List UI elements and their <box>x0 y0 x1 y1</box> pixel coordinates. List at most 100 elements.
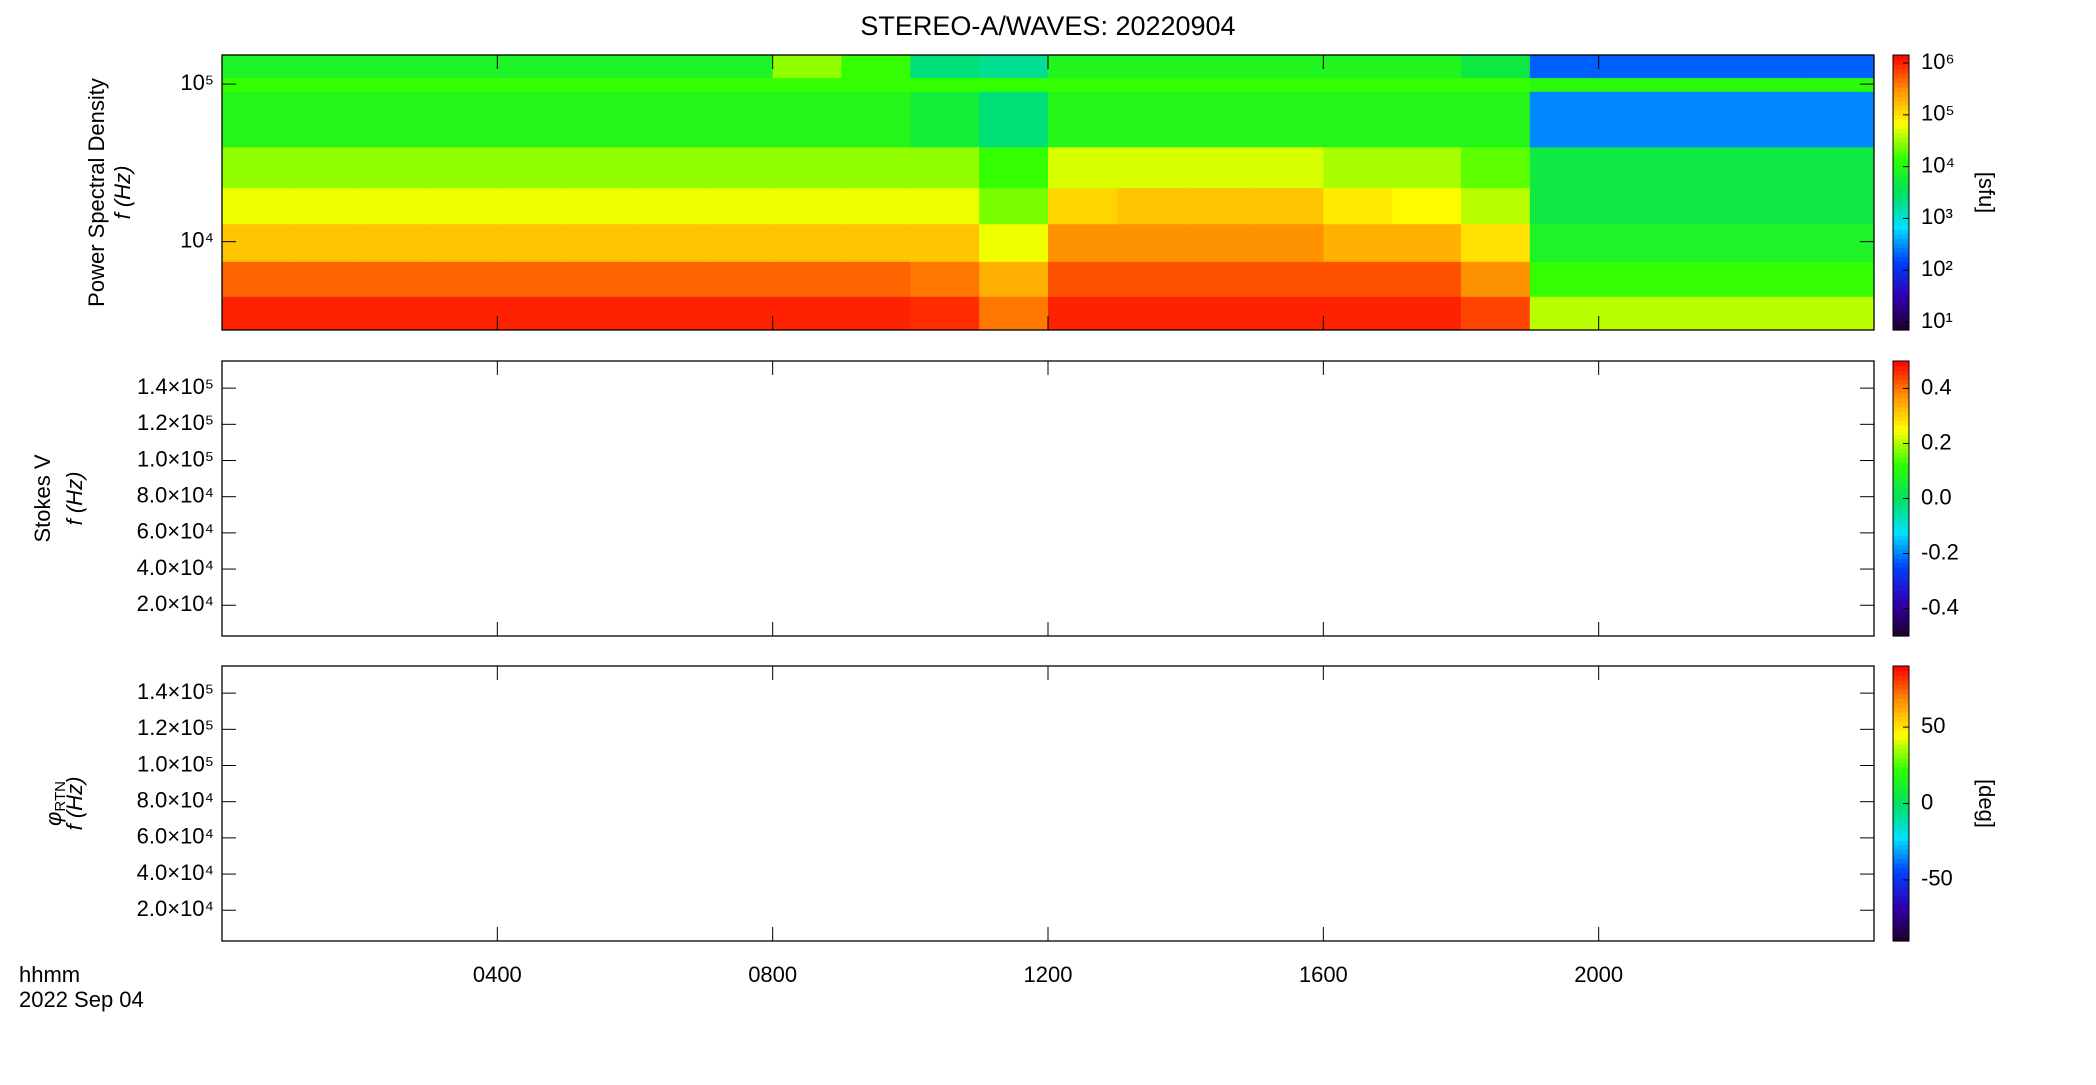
heatmap-cell <box>1116 261 1187 297</box>
colorbar-segment <box>1893 247 1909 253</box>
heatmap-cell <box>1185 91 1255 148</box>
heatmap-cell <box>497 146 567 189</box>
y-tick-label: 1.4×10⁵ <box>137 374 214 399</box>
heatmap-cell <box>1323 296 1393 331</box>
colorbar-tick-label: 0.4 <box>1921 374 1952 399</box>
heatmap-cell <box>1048 296 1118 331</box>
heatmap-cell <box>979 91 1049 148</box>
colorbar-segment <box>1893 571 1909 578</box>
colorbar-segment <box>1893 688 1909 695</box>
x-tick-label: 1200 <box>1024 962 1073 987</box>
colorbar-segment <box>1893 881 1909 887</box>
heatmap-cell <box>290 261 361 297</box>
colorbar-segment <box>1893 798 1909 805</box>
colorbar-tick-label: -0.4 <box>1921 594 1959 619</box>
heatmap-cell <box>359 187 429 225</box>
heatmap-cell <box>1736 261 1806 297</box>
heatmap-cell <box>290 187 361 225</box>
heatmap-cell <box>1529 261 1600 297</box>
heatmap-cell <box>635 55 705 79</box>
heatmap-cell <box>1323 187 1393 225</box>
colorbar-segment <box>1893 388 1909 394</box>
colorbar-segment <box>1893 803 1909 809</box>
heatmap-cell <box>1254 296 1324 331</box>
colorbar-tick-label: 10⁶ <box>1921 49 1955 74</box>
heatmap-cell <box>222 261 292 297</box>
colorbar-segment <box>1893 471 1909 477</box>
colorbar-segment <box>1893 224 1909 230</box>
colorbar-segment <box>1893 516 1909 523</box>
heatmap-cell <box>1529 187 1600 225</box>
y-tick-label: 8.0×10⁴ <box>137 483 214 508</box>
colorbar-segment <box>1893 748 1909 754</box>
colorbar-segment <box>1893 544 1909 550</box>
heatmap-cell <box>772 91 842 148</box>
colorbar-segment <box>1893 631 1909 637</box>
heatmap-cell <box>703 55 774 79</box>
heatmap-cell <box>428 261 498 297</box>
colorbar-segment <box>1893 68 1909 74</box>
heatmap-cell <box>1461 187 1531 225</box>
colorbar-segment <box>1893 776 1909 782</box>
colorbar-segment <box>1893 100 1909 107</box>
colorbar-segment <box>1893 863 1909 869</box>
colorbar-segment <box>1893 420 1909 426</box>
colorbar-segment <box>1893 288 1909 294</box>
heatmap-cell <box>1185 223 1255 262</box>
colorbar-segment <box>1893 766 1909 773</box>
colorbar-segment <box>1893 174 1909 180</box>
colorbar-segment <box>1893 918 1909 924</box>
colorbar-segment <box>1893 693 1909 699</box>
heatmap-cell <box>1598 187 1668 225</box>
heatmap-cell <box>497 187 567 225</box>
colorbar-tick-label: 0.2 <box>1921 429 1952 454</box>
colorbar-segment <box>1893 365 1909 371</box>
heatmap-cell <box>772 187 842 225</box>
colorbar-segment <box>1893 155 1909 162</box>
colorbar-segment <box>1893 105 1909 111</box>
colorbar-segment <box>1893 252 1909 258</box>
y-tick-label: 1.2×10⁵ <box>137 410 214 435</box>
colorbar-segment <box>1893 858 1909 864</box>
colorbar-segment <box>1893 539 1909 545</box>
colorbar-segment <box>1893 206 1909 212</box>
colorbar-segment <box>1893 434 1909 440</box>
colorbar-segment <box>1893 599 1909 605</box>
heatmap-cell <box>772 296 842 331</box>
heatmap-cell <box>1598 146 1668 189</box>
colorbar-segment <box>1893 489 1909 495</box>
y-axis-label: Stokes V <box>30 454 55 542</box>
heatmap-cell <box>703 296 774 331</box>
colorbar-segment <box>1893 461 1909 468</box>
colorbar-segment <box>1893 96 1909 102</box>
heatmap-cell <box>635 296 705 331</box>
colorbar-segment <box>1893 725 1909 731</box>
colorbar-tick-label: 0 <box>1921 789 1933 814</box>
colorbar-segment <box>1893 197 1909 203</box>
heatmap-cell <box>428 91 498 148</box>
colorbar-segment <box>1893 721 1909 727</box>
heatmap-cell <box>1323 146 1393 189</box>
heatmap-cell <box>772 77 842 92</box>
heatmap-cell <box>1461 146 1531 189</box>
colorbar-segment <box>1893 302 1909 308</box>
colorbar-segment <box>1893 507 1909 513</box>
colorbar-segment <box>1893 114 1909 120</box>
colorbar-segment <box>1893 530 1909 536</box>
colorbar-segment <box>1893 512 1909 518</box>
heatmap-cell <box>1254 187 1324 225</box>
colorbar-segment <box>1893 87 1909 93</box>
heatmap-cell <box>979 187 1049 225</box>
colorbar-segment <box>1893 734 1909 740</box>
colorbar-segment <box>1893 899 1909 905</box>
colorbar-segment <box>1893 867 1909 873</box>
heatmap-cell <box>841 91 911 148</box>
colorbar-segment <box>1893 325 1909 331</box>
heatmap-cell <box>703 91 774 148</box>
colorbar-segment <box>1893 307 1909 313</box>
plot-frame <box>221 665 1875 942</box>
colorbar-segment <box>1893 361 1909 367</box>
colorbar-segment <box>1893 142 1909 148</box>
heatmap-cell <box>910 91 980 148</box>
colorbar-segment <box>1893 73 1909 79</box>
